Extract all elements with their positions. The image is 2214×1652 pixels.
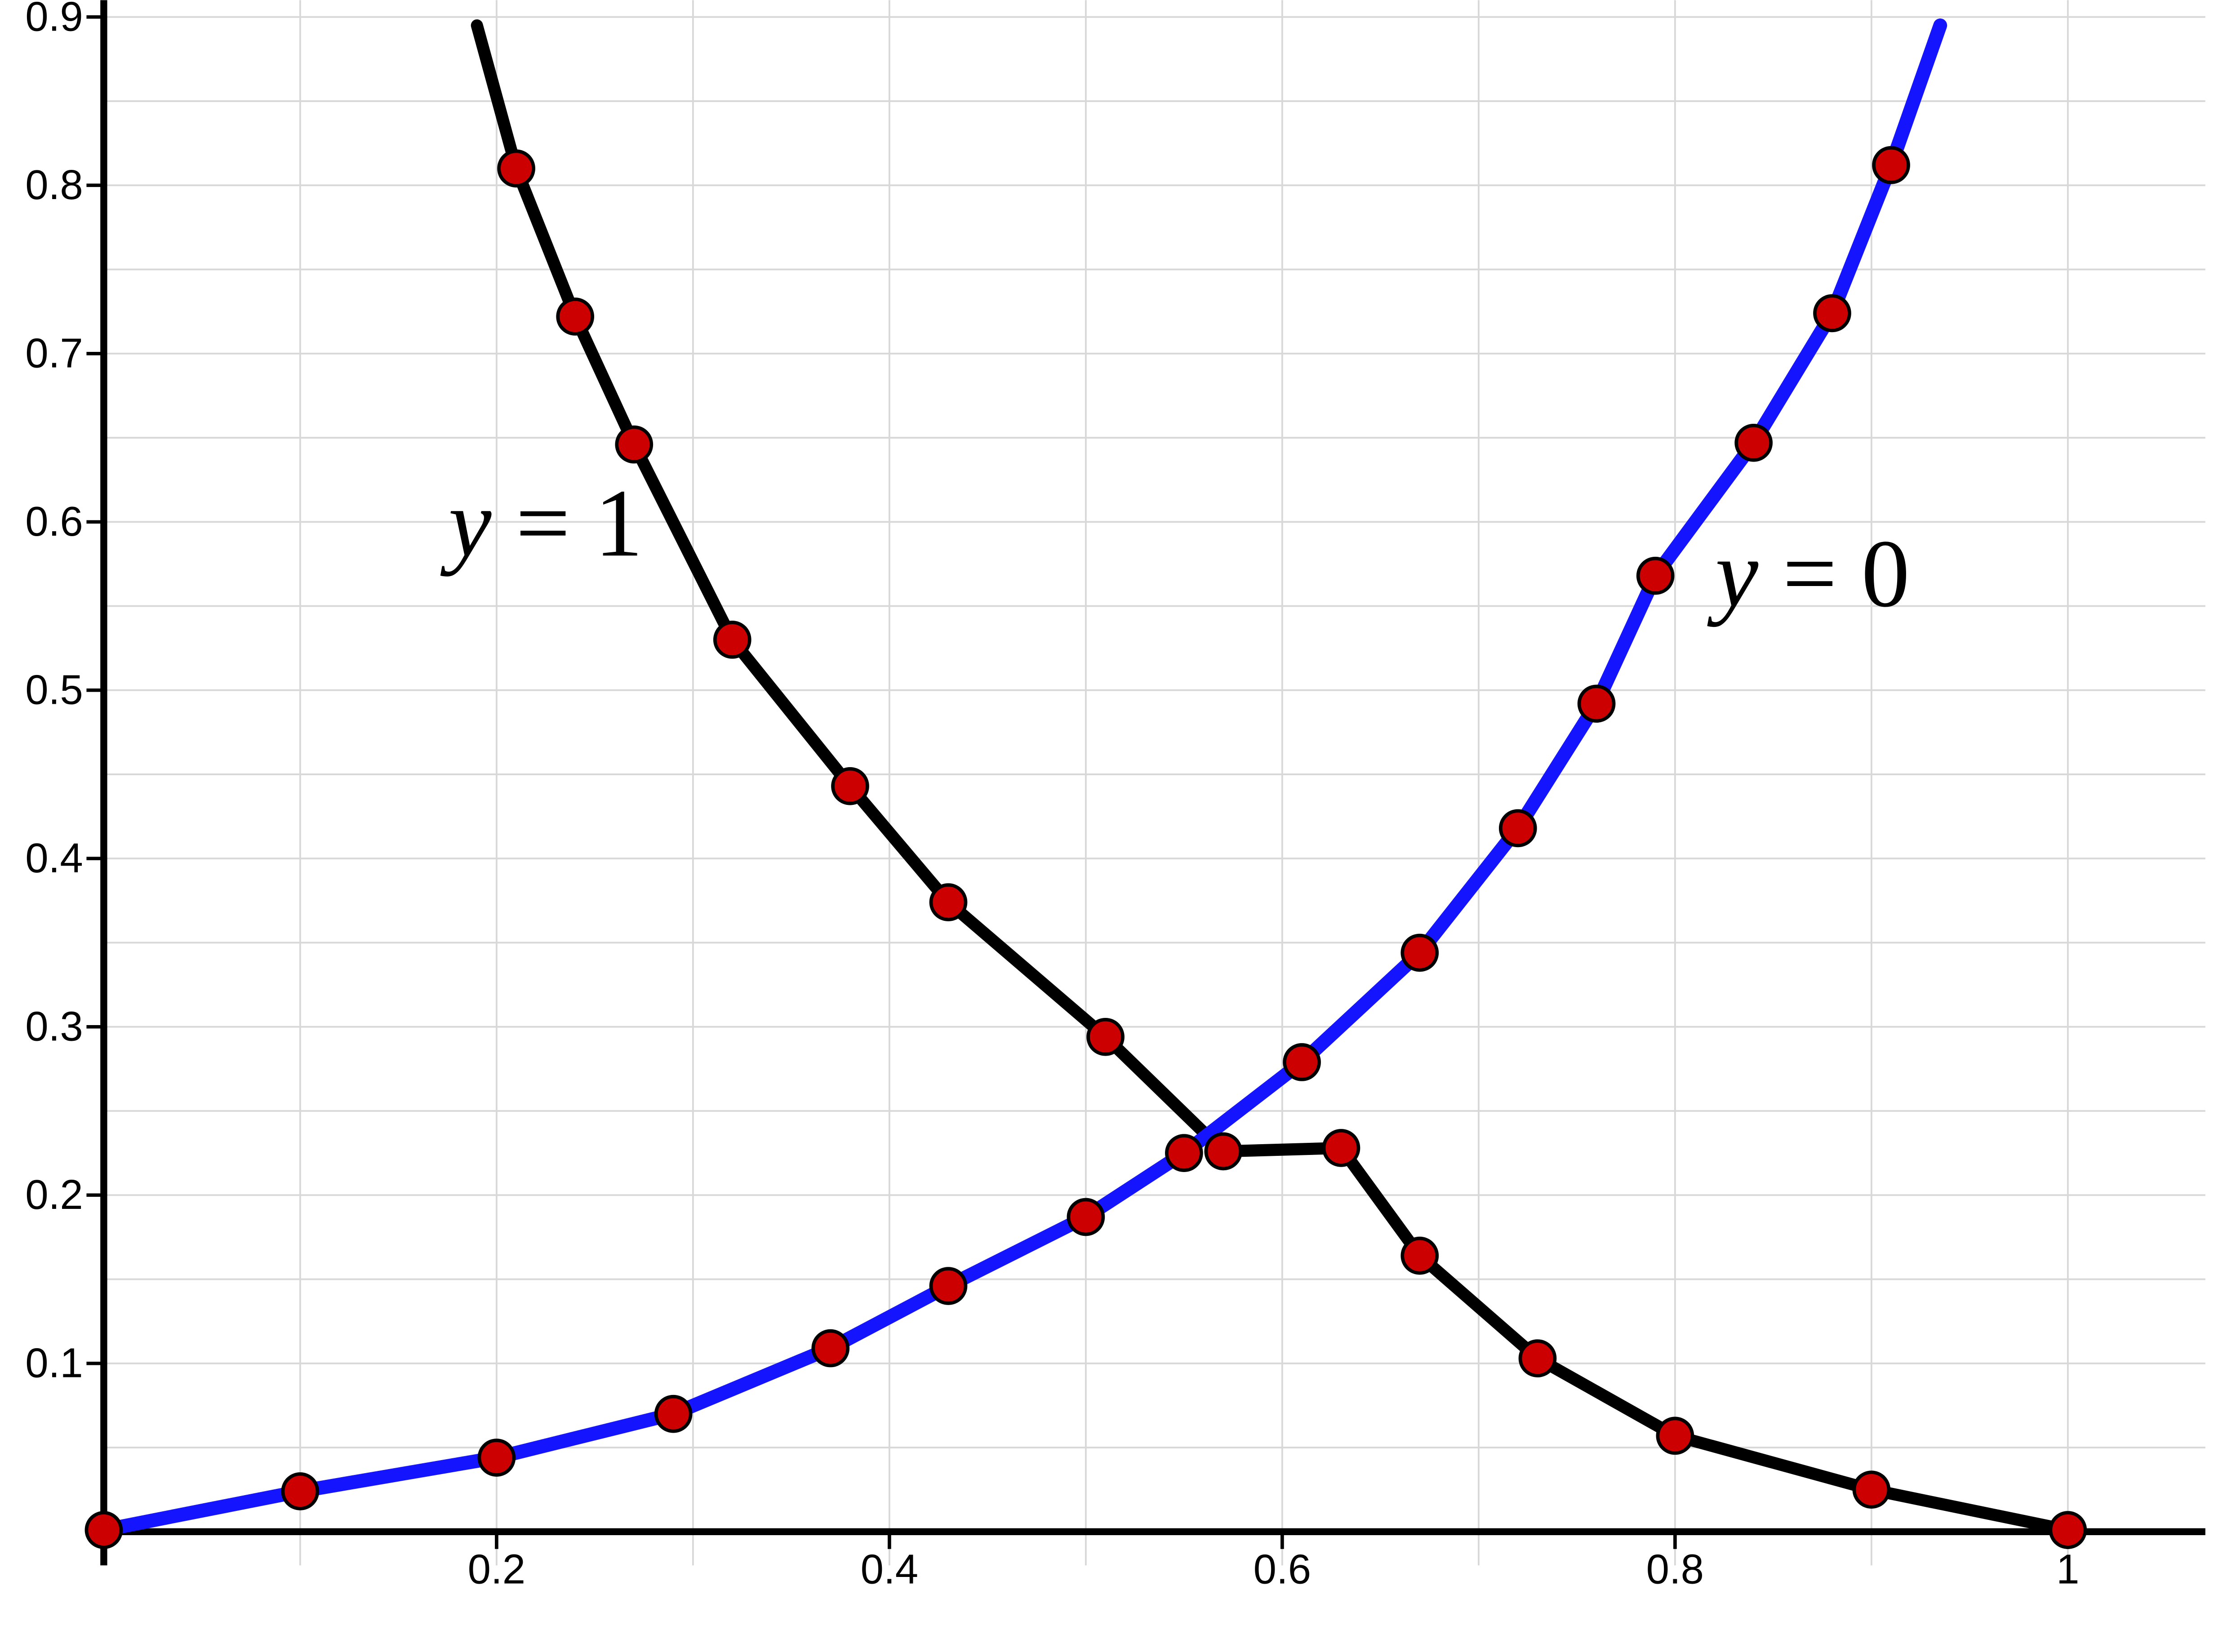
data-marker <box>479 1440 514 1475</box>
data-marker <box>1520 1341 1555 1376</box>
data-marker <box>715 622 750 657</box>
data-marker <box>931 885 966 919</box>
line-chart: 0.2 0.4 0.6 0.8 1 0.1 0.2 0.3 0.4 0.5 0.6 0.7 0.8 0.9… <box>0 0 2214 1652</box>
data-marker <box>1068 1200 1103 1235</box>
data-marker <box>2050 1513 2085 1547</box>
data-marker <box>813 1331 848 1366</box>
data-marker <box>1658 1418 1692 1453</box>
data-marker <box>1324 1131 1358 1165</box>
data-marker <box>1501 811 1535 845</box>
data-marker <box>1285 1045 1319 1079</box>
chart-container: 0.2 0.4 0.6 0.8 1 0.1 0.2 0.3 0.4 0.5 0.6 0.7 0.8 0.9… <box>0 0 2214 1652</box>
data-marker <box>1638 559 1673 593</box>
y-tick-label: 0.9 <box>25 0 83 40</box>
x-tick-label: 0.2 <box>468 1546 525 1593</box>
data-marker <box>283 1474 317 1509</box>
data-marker <box>656 1397 691 1431</box>
data-marker <box>1167 1136 1201 1170</box>
data-marker <box>499 151 533 186</box>
x-tick-label: 0.6 <box>1254 1546 1311 1593</box>
y-tick-label: 0.3 <box>25 1003 83 1050</box>
data-marker <box>1874 148 1908 182</box>
annotation-label: y = 1 <box>440 469 643 577</box>
annotation-label: y = 0 <box>1707 520 1910 627</box>
x-tick-label: 0.4 <box>861 1546 918 1593</box>
y-tick-label: 0.2 <box>25 1171 83 1218</box>
data-marker <box>833 769 867 804</box>
y-tick-label: 0.7 <box>25 330 83 377</box>
data-marker <box>558 299 592 334</box>
data-marker <box>1579 686 1614 721</box>
data-marker <box>1854 1472 1889 1507</box>
data-marker <box>1402 1239 1437 1273</box>
y-tick-label: 0.8 <box>25 161 83 208</box>
data-marker <box>1815 296 1849 330</box>
data-marker <box>1088 1020 1123 1054</box>
data-marker <box>617 427 651 462</box>
data-marker <box>86 1513 121 1547</box>
y-tick-label: 0.5 <box>25 666 83 713</box>
y-tick-label: 0.6 <box>25 498 83 545</box>
y-tick-label: 0.4 <box>25 835 83 881</box>
data-marker <box>1736 426 1771 460</box>
x-tick-label: 0.8 <box>1646 1546 1704 1593</box>
x-tick-label: 1 <box>2056 1546 2079 1593</box>
data-marker <box>931 1269 966 1303</box>
y-tick-label: 0.1 <box>25 1340 83 1386</box>
data-marker <box>1206 1134 1240 1168</box>
chart-background <box>0 0 2214 1652</box>
data-marker <box>1402 936 1437 970</box>
